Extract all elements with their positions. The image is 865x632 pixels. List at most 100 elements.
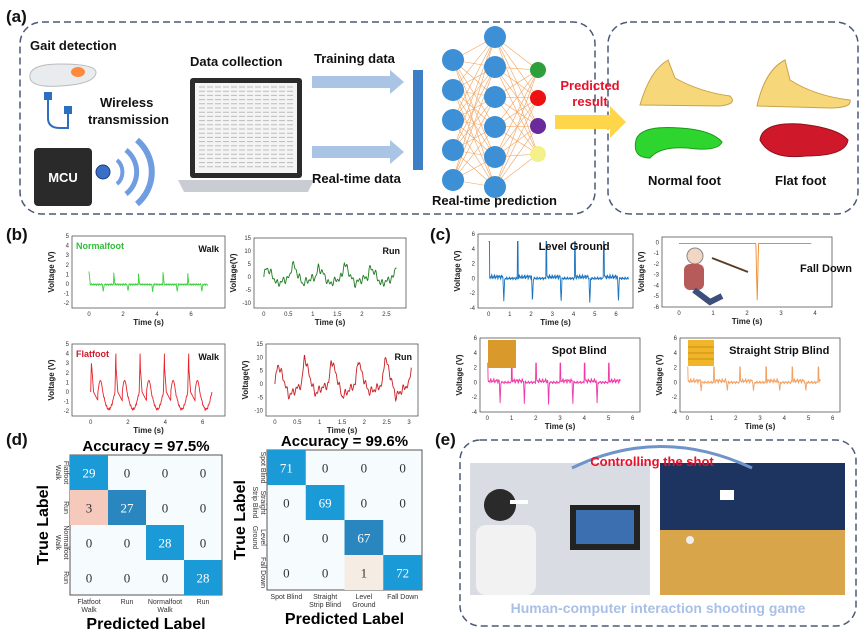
y-tick-label: -2 — [654, 262, 660, 268]
x-category-label: Spot Blind — [270, 594, 302, 601]
connection — [452, 66, 496, 181]
cell-value: 0 — [162, 501, 169, 516]
y-tick-label: -1 — [64, 292, 70, 298]
x-axis-label: Time (s) — [315, 318, 346, 327]
connection — [494, 97, 539, 188]
signal-line — [488, 240, 629, 303]
y-tick-label: 6 — [674, 336, 678, 342]
x-tick-label: 0.5 — [293, 420, 302, 426]
x-tick-label: 5 — [607, 416, 611, 422]
chart-c4: 0 1 2 3 4 5 6 -4 -2 0 2 4 6 Time (s) Voltage (V) Straig… — [655, 336, 841, 431]
x-tick-label: 2 — [360, 312, 364, 318]
cell-value: 71 — [280, 461, 293, 476]
x-axis-label: Time (s) — [133, 426, 164, 435]
x-tick-label: 1.5 — [338, 420, 347, 426]
usb-cable-icon — [44, 92, 72, 129]
x-axis-label: Predicted Label — [285, 611, 404, 628]
y-axis-label: Voltage (V) — [637, 251, 646, 293]
y-tick-label: 0 — [66, 390, 70, 396]
y-axis-label: Voltage (V) — [47, 251, 56, 293]
cell-value: 0 — [124, 571, 131, 586]
cell-value: 3 — [86, 501, 93, 516]
y-tick-label: -2 — [64, 409, 70, 415]
x-tick-label: 2.5 — [382, 312, 391, 318]
cell-value: 0 — [124, 466, 131, 481]
x-tick-label: 5 — [807, 416, 811, 422]
connection — [494, 69, 539, 188]
wireless-label-2: transmission — [88, 112, 169, 127]
y-tick-label: -3 — [654, 273, 660, 279]
output-node — [530, 62, 546, 78]
x-tick-label: 3 — [558, 416, 562, 422]
chart-b2: 0 0.5 1 1.5 2 2.5 -10 -5 0 5 10 15 Time (s) Voltage(V… — [229, 236, 407, 327]
hidden-node — [442, 109, 464, 131]
normal-foot-label: Normal foot — [648, 173, 722, 188]
y-category-label: Fall Down — [259, 557, 266, 588]
x-tick-label: 5 — [593, 312, 597, 318]
chart-title: Walk — [198, 352, 220, 362]
x-tick-label: 2 — [126, 420, 130, 426]
cell-value: 0 — [399, 461, 406, 476]
x-tick-label: 2 — [745, 311, 749, 317]
cell-value: 0 — [283, 496, 290, 511]
x-axis-label: Time (s) — [745, 422, 776, 431]
x-tick-label: 3 — [779, 311, 783, 317]
matrix-cell — [108, 490, 146, 525]
plot-frame — [71, 235, 226, 309]
spot-blind-tile-icon — [488, 340, 516, 368]
plot-frame — [253, 237, 407, 309]
y-tick-label: 2 — [66, 371, 70, 377]
x-category-label: Level Ground — [352, 594, 375, 609]
x-category-label: Run — [121, 599, 134, 606]
x-category-label: Flatfoot Walk — [77, 599, 100, 614]
matrix-cell — [344, 520, 384, 555]
y-category-label: NormalfootWalk — [54, 525, 69, 559]
x-axis-label: Time (s) — [732, 317, 763, 326]
y-category-label: Run — [62, 571, 69, 584]
x-tick-label: 1.5 — [333, 312, 342, 318]
realtime-arrow-icon — [312, 140, 404, 164]
matrix-cell — [305, 485, 345, 520]
connection — [494, 36, 539, 127]
y-tick-label: 4 — [474, 351, 478, 357]
panel-label-b: (b) — [6, 225, 28, 244]
cell-value: 0 — [361, 496, 368, 511]
connection — [452, 96, 496, 181]
x-tick-label: 4 — [783, 416, 787, 422]
chart-b3: 0 2 4 6 -2 -1 0 1 2 3 4 5 Time (s) Voltage (V) Walk Fla… — [47, 342, 226, 435]
cell-value: 69 — [319, 496, 332, 511]
chart-b4: 0 0.5 1 1.5 2 2.5 3 -10 -5 0 5 10 15 Time (s) Voltage(… — [241, 342, 419, 435]
insole-icon — [29, 63, 97, 87]
x-tick-label: 2 — [529, 312, 533, 318]
cell-value: 0 — [361, 461, 368, 476]
y-tick-label: -2 — [472, 395, 478, 401]
chart-title: Level Ground — [539, 241, 610, 253]
plot-frame — [265, 343, 419, 417]
hidden-node — [442, 169, 464, 191]
panel-e: Controlling the shot Human-computer inte… — [459, 439, 857, 627]
connection — [494, 36, 539, 99]
y-tick-label: 5 — [260, 369, 264, 375]
x-axis-label: Time (s) — [545, 422, 576, 431]
hidden-node — [484, 116, 506, 138]
y-tick-label: 0 — [66, 282, 70, 288]
output-node — [530, 146, 546, 162]
y-tick-label: -5 — [654, 294, 660, 300]
x-category-label: Run — [197, 599, 210, 606]
y-tick-label: -4 — [654, 283, 660, 289]
hidden-node — [442, 139, 464, 161]
x-tick-label: 6 — [631, 416, 635, 422]
x-tick-label: 1 — [508, 312, 512, 318]
y-tick-label: -10 — [254, 409, 263, 415]
cell-value: 0 — [283, 531, 290, 546]
y-tick-label: -1 — [64, 400, 70, 406]
y-tick-label: 6 — [474, 336, 478, 342]
signal-line — [274, 354, 412, 403]
realtime-prediction-label: Real-time prediction — [432, 193, 557, 208]
series-label: Normalfoot — [76, 241, 124, 251]
y-tick-label: 6 — [472, 232, 476, 238]
y-tick-label: -5 — [246, 288, 252, 294]
connection — [494, 69, 539, 128]
cell-value: 0 — [200, 536, 207, 551]
cell-value: 0 — [322, 531, 329, 546]
